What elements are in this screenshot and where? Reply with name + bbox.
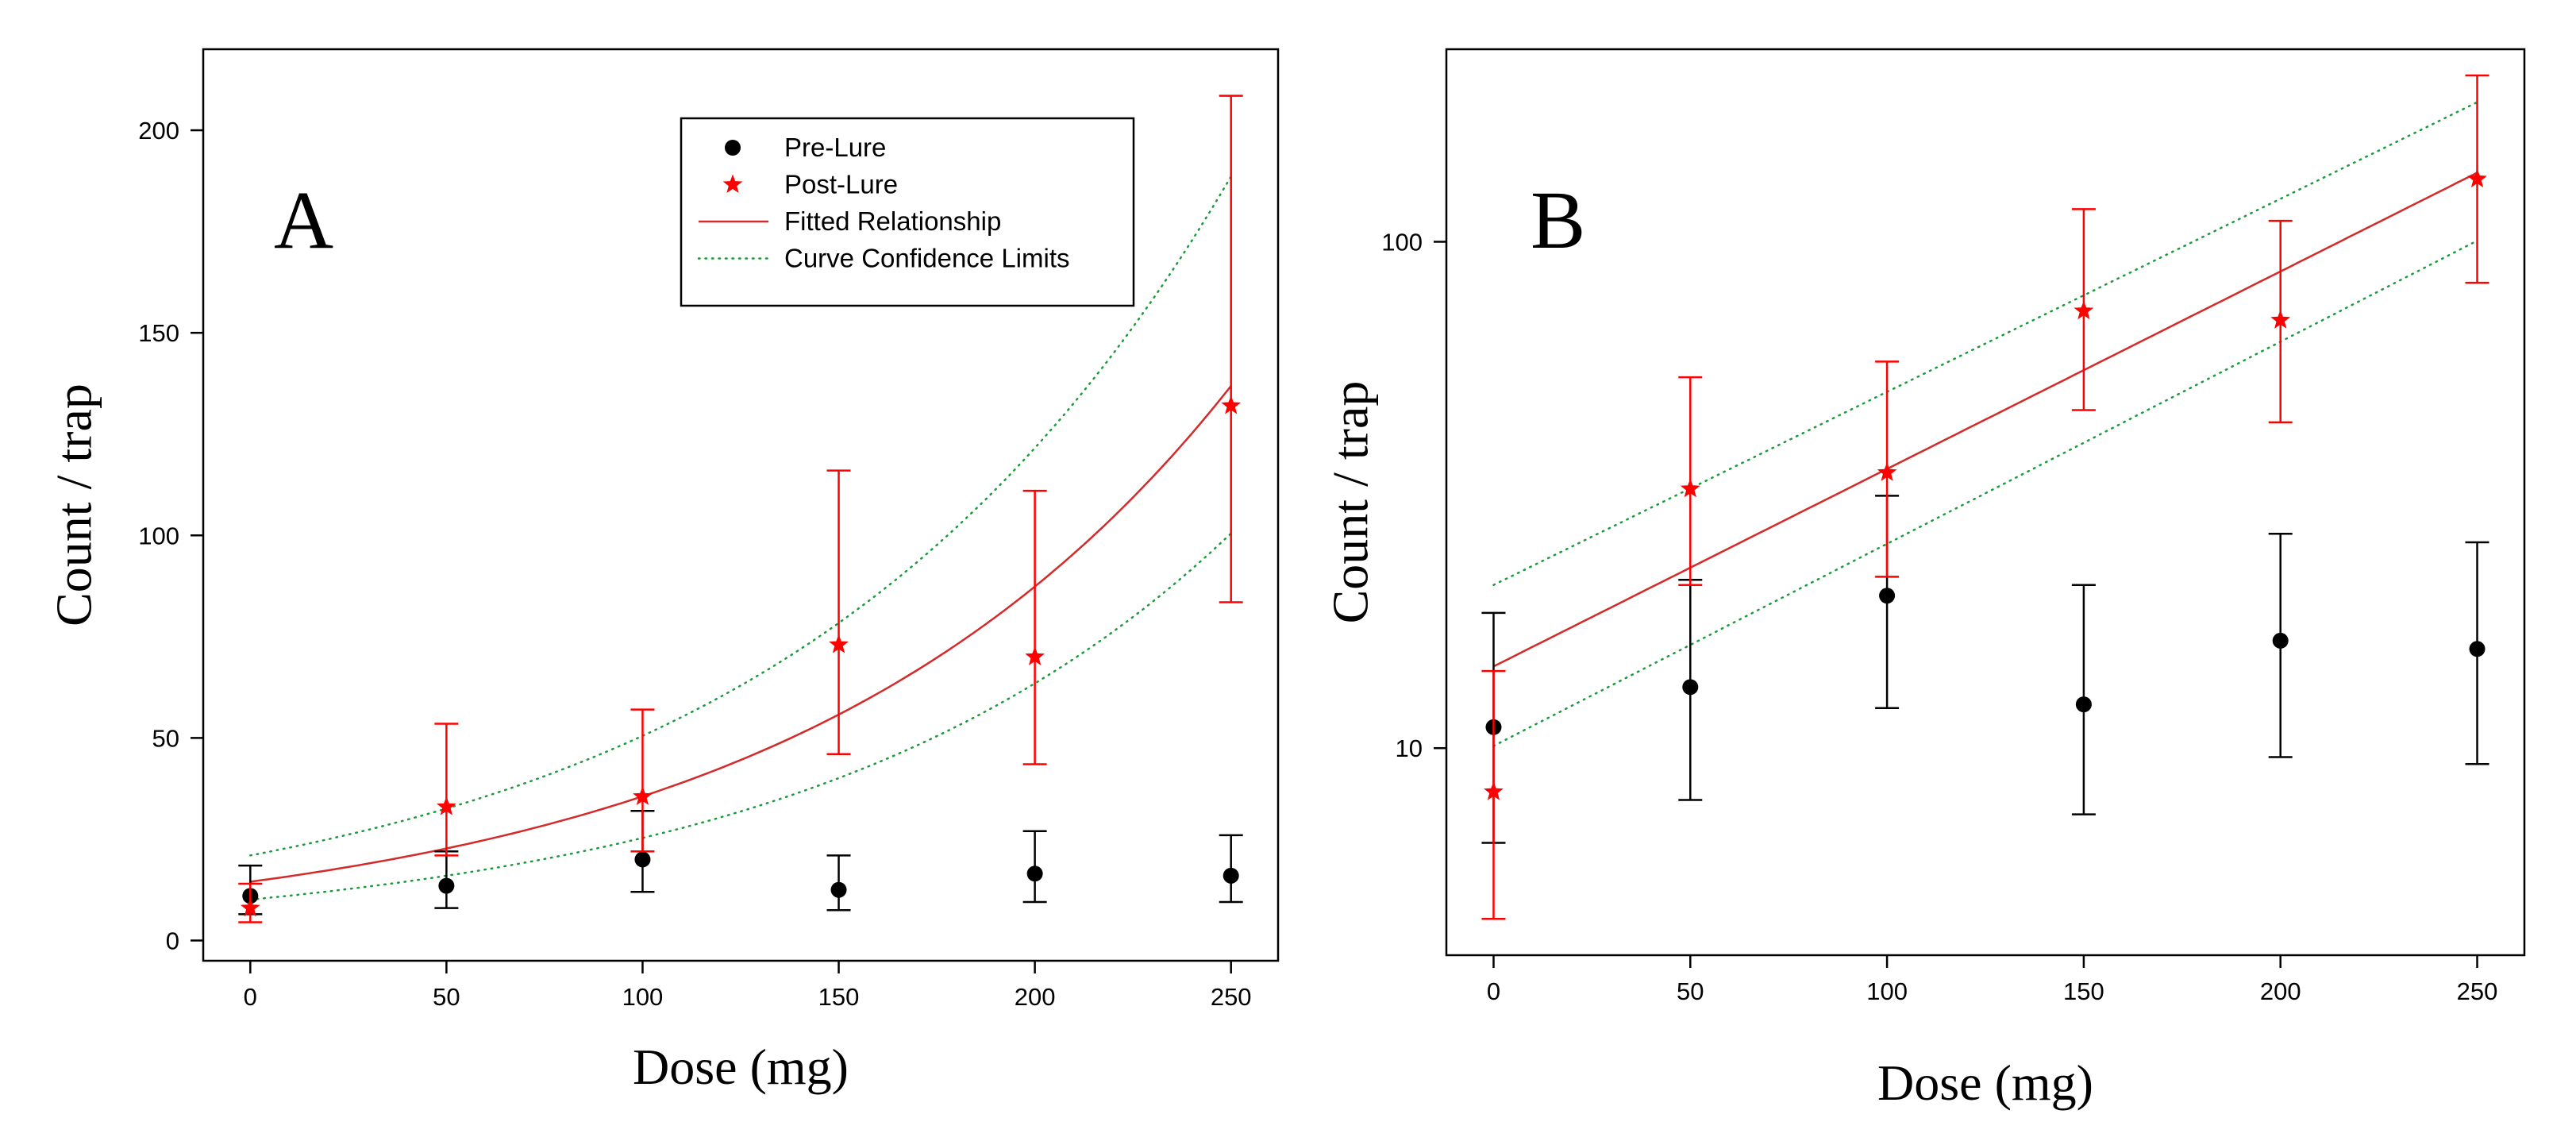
- pre-lure-point: [634, 851, 651, 868]
- legend-symbol-pre-lure: [725, 140, 741, 156]
- confidence-limit-lower: [249, 532, 1232, 901]
- confidence-limit-upper: [249, 175, 1232, 857]
- x-tick-label: 200: [2260, 977, 2301, 1005]
- confidence-limit-upper: [1492, 101, 2478, 586]
- x-tick-label: 250: [1211, 983, 1252, 1011]
- panel-letter: B: [1531, 175, 1585, 266]
- y-tick-label: 100: [1381, 228, 1423, 256]
- post-lure-point: [2074, 300, 2094, 320]
- post-lure-point: [240, 897, 260, 917]
- legend-symbol-post-lure: [722, 174, 743, 193]
- x-tick-label: 100: [1866, 977, 1908, 1005]
- plot-frame: [202, 48, 1280, 962]
- pre-lure-point: [2272, 632, 2289, 649]
- post-lure-point: [437, 796, 456, 815]
- pre-lure-point: [1026, 865, 1043, 882]
- post-lure-point: [2467, 168, 2487, 187]
- legend-label: Fitted Relationship: [784, 206, 1001, 236]
- x-tick-label: 200: [1015, 983, 1056, 1011]
- pre-lure-point: [438, 877, 455, 894]
- legend-label: Curve Confidence Limits: [784, 244, 1070, 273]
- fitted-curve: [250, 385, 1232, 883]
- post-lure-point: [1025, 646, 1045, 665]
- pre-lure-point: [1682, 679, 1699, 696]
- y-tick-label: 150: [138, 319, 179, 347]
- plot-frame: [1445, 48, 2526, 957]
- pre-lure-point: [830, 881, 847, 898]
- x-tick-label: 50: [1677, 977, 1704, 1005]
- y-tick-label: 0: [166, 927, 179, 954]
- pre-lure-point: [1879, 588, 1896, 604]
- x-tick-label: 250: [2457, 977, 2498, 1005]
- post-lure-point: [1484, 781, 1504, 800]
- post-lure-point: [829, 634, 849, 653]
- y-axis-title: Count / trap: [46, 384, 102, 626]
- post-lure-point: [2270, 310, 2291, 329]
- x-tick-label: 50: [433, 983, 460, 1011]
- panel-a: 0 50 100 150 200 250 0 50 100 150 200 Dose (mg) Coun…: [46, 48, 1280, 1095]
- post-lure-point: [1877, 462, 1897, 481]
- legend-label: Post-Lure: [784, 170, 898, 199]
- x-tick-label: 0: [244, 983, 257, 1011]
- post-lure-point: [633, 786, 653, 805]
- y-tick-label: 200: [138, 117, 179, 145]
- panel-b: 0 50 100 150 200 250 10 100 Dose (mg) Count / tra…: [1323, 48, 2526, 1111]
- legend-box: [680, 117, 1135, 307]
- y-tick-label: 100: [138, 522, 179, 549]
- x-axis-title: Dose (mg): [633, 1039, 849, 1095]
- x-tick-label: 100: [622, 983, 664, 1011]
- pre-lure-point: [2075, 696, 2092, 713]
- y-tick-label: 10: [1396, 734, 1423, 762]
- x-tick-label: 150: [818, 983, 860, 1011]
- y-axis-title: Count / trap: [1323, 381, 1379, 624]
- x-axis-title: Dose (mg): [1877, 1054, 2093, 1111]
- post-lure-point: [1680, 478, 1700, 498]
- legend-label: Pre-Lure: [784, 133, 886, 162]
- y-tick-label: 50: [152, 724, 179, 752]
- fitted-curve: [1492, 172, 2478, 668]
- pre-lure-point: [2469, 641, 2486, 657]
- confidence-limit-lower: [1492, 239, 2478, 747]
- post-lure-point: [1221, 395, 1242, 414]
- pre-lure-point: [1223, 867, 1239, 884]
- panel-letter: A: [274, 175, 333, 266]
- x-tick-label: 0: [1487, 977, 1500, 1005]
- legend: Pre-Lure Post-Lure Fitted Relationship Curv…: [680, 117, 1135, 307]
- x-tick-label: 150: [2063, 977, 2104, 1005]
